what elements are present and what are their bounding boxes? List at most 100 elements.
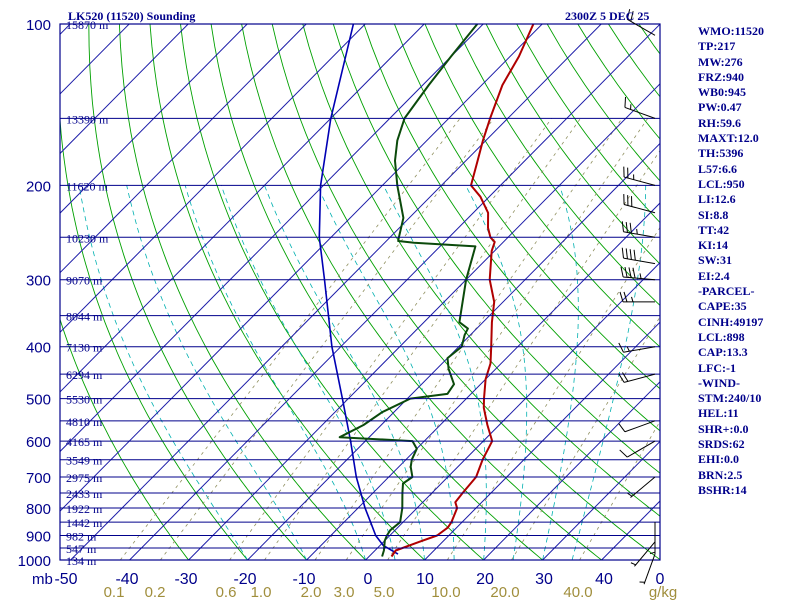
index-row: BRN:2.5	[698, 467, 743, 482]
index-row: KI:14	[698, 238, 728, 253]
mixing-ratio-line	[160, 118, 495, 560]
height-label: 4810 m	[66, 415, 103, 429]
valid-time: 2300Z 5 DEC 25	[565, 9, 650, 23]
mixing-ratio-unit: g/kg	[649, 584, 677, 600]
height-label: 1442 m	[66, 516, 103, 530]
index-row: SHR+:0.0	[698, 421, 749, 436]
temperature-tick: 20	[476, 571, 494, 588]
mixing-ratio-tick: 0.1	[104, 584, 125, 600]
wind-barb	[623, 194, 656, 214]
index-row: L57:6.6	[698, 161, 737, 176]
dry-adiabat	[485, 24, 660, 265]
dry-adiabat	[210, 24, 544, 560]
mixing-ratio-line	[119, 118, 461, 560]
index-row: SW:31	[698, 253, 733, 268]
isotherm	[306, 202, 660, 560]
index-row: FRZ:940	[698, 69, 744, 84]
temperature-tick: 0	[656, 571, 665, 588]
index-row: STM:240/10	[698, 391, 762, 406]
index-row: EI:2.4	[698, 268, 730, 283]
height-label: 982 m	[66, 529, 97, 543]
isotherm	[60, 24, 484, 453]
index-row: MAXT:12.0	[698, 131, 759, 146]
pressure-label: 1000	[18, 553, 51, 570]
isotherm	[70, 24, 602, 560]
isotherm	[247, 142, 660, 560]
pressure-label: 100	[26, 17, 51, 34]
temperature-tick: -10	[292, 571, 315, 588]
mixing-ratio-tick: 5.0	[374, 584, 395, 600]
isotherm	[542, 440, 660, 560]
height-label: 2433 m	[66, 487, 103, 501]
index-row: LCL:898	[698, 329, 745, 344]
plot-area	[60, 24, 660, 560]
wind-barb	[618, 420, 656, 433]
pressure-label: 900	[26, 528, 51, 545]
isotherm	[60, 24, 248, 214]
height-label: 547 m	[66, 542, 97, 556]
dry-adiabat	[363, 24, 660, 432]
pressure-label: 300	[26, 273, 51, 290]
index-row: MW:276	[698, 54, 743, 69]
moist-adiabat	[571, 185, 647, 560]
isotherm	[60, 24, 425, 393]
index-row: WMO:11520	[698, 24, 764, 38]
height-label: 4165 m	[66, 435, 103, 449]
mixing-ratio-tick: 1.0	[251, 584, 272, 600]
height-label: 13390 m	[66, 112, 109, 126]
temperature-tick: -30	[174, 571, 197, 588]
mixing-ratio-tick: 10.0	[431, 584, 460, 600]
dry-adiabat	[149, 24, 426, 560]
index-row: TP:217	[698, 39, 736, 54]
height-label: 1922 m	[66, 502, 103, 516]
dry-adiabat	[393, 24, 660, 390]
mixing-ratio-tick: 40.0	[563, 584, 592, 600]
pressure-label: 500	[26, 392, 51, 409]
station-title: LK520 (11520) Sounding	[68, 9, 196, 23]
height-label: 11620 m	[66, 179, 109, 193]
wind-barb	[621, 247, 656, 265]
dry-adiabat	[180, 24, 485, 560]
plot-frame	[59, 23, 661, 561]
dry-adiabat	[60, 317, 190, 560]
mixing-ratio-line	[387, 149, 660, 560]
dry-adiabat	[424, 24, 660, 348]
wind-barb	[619, 291, 655, 303]
wind-barb	[620, 266, 656, 281]
wind-barb	[623, 166, 656, 186]
mixing-ratio-line	[345, 118, 649, 560]
temperature-tick: 40	[595, 571, 613, 588]
index-row: TH:5396	[698, 146, 744, 161]
mixing-ratio-tick: 20.0	[490, 584, 519, 600]
moist-adiabat	[184, 185, 366, 560]
dewpoint-trace	[338, 24, 479, 557]
index-row: SI:8.8	[698, 207, 729, 222]
index-row: TT:42	[698, 222, 730, 237]
dry-adiabat	[60, 113, 249, 560]
index-row: PW:0.47	[698, 100, 742, 115]
mixing-ratio-tick: 0.6	[216, 584, 237, 600]
height-label: 2975 m	[66, 471, 103, 485]
dry-adiabat	[302, 24, 660, 517]
temperature-tick: -20	[233, 571, 256, 588]
height-label: 8044 m	[66, 310, 103, 324]
index-row: RH:59.6	[698, 115, 741, 130]
wind-barb	[639, 553, 656, 585]
isotherm	[60, 24, 366, 334]
pressure-label: 600	[26, 434, 51, 451]
moist-adiabat	[78, 185, 248, 560]
temperature-tick: 10	[416, 571, 434, 588]
index-row: LI:12.6	[698, 192, 736, 207]
index-row: LFC:-1	[698, 360, 736, 375]
temperature-tick: -40	[115, 571, 138, 588]
mixing-ratio-line	[579, 420, 660, 560]
isotherm	[424, 321, 660, 560]
isotherm	[60, 24, 307, 274]
index-row: SRDS:62	[698, 437, 745, 452]
isotherm	[483, 381, 660, 560]
temperature-tick: 30	[535, 571, 553, 588]
wind-barb	[618, 342, 656, 353]
index-row: LCL:950	[698, 176, 745, 191]
